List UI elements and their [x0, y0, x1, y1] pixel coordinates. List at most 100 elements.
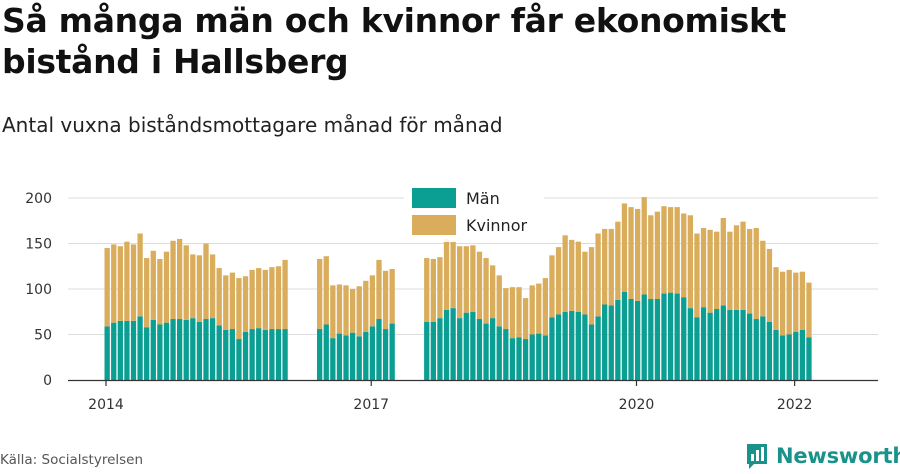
bar-women: [595, 233, 601, 317]
bar-women: [196, 255, 203, 322]
bar-men: [229, 329, 236, 380]
bar-women: [608, 228, 614, 306]
bar-men: [382, 329, 389, 380]
bar-women: [555, 247, 562, 315]
bar-men: [700, 307, 707, 380]
bar-men: [694, 317, 700, 380]
bar-men: [269, 329, 275, 380]
bar-women: [522, 298, 529, 340]
bar-women: [275, 266, 282, 330]
bar-men: [137, 316, 143, 380]
bar-men: [483, 323, 489, 380]
bar-women: [483, 258, 489, 324]
bar-women: [323, 256, 329, 325]
bar-men: [490, 318, 496, 380]
bar-men: [157, 324, 163, 380]
bar-men: [707, 312, 713, 380]
bar-women: [450, 241, 456, 309]
bar-women: [176, 238, 183, 320]
bar-men: [443, 309, 450, 380]
bar-men: [424, 321, 430, 380]
bar-men: [262, 329, 268, 380]
bar-men: [249, 329, 255, 380]
newsworthy-logo-icon: [747, 444, 767, 469]
bar-men: [621, 291, 628, 380]
bar-women: [602, 228, 608, 305]
bar-women: [747, 228, 753, 314]
bar-women: [376, 259, 382, 320]
y-tick-label: 100: [25, 282, 52, 298]
bar-men: [641, 294, 647, 380]
bar-women: [588, 247, 595, 325]
bar-women: [170, 240, 176, 320]
bar-women: [369, 275, 376, 327]
bar-men: [190, 318, 196, 380]
bar-men: [457, 318, 463, 380]
bar-women: [424, 258, 430, 322]
bar-men: [799, 329, 806, 380]
bar-men: [569, 310, 575, 380]
bar-men: [349, 332, 356, 380]
y-tick-label: 200: [25, 191, 52, 207]
bar-women: [529, 285, 535, 335]
legend-label: Män: [466, 189, 500, 208]
bar-men: [562, 311, 568, 380]
chart-subtitle: Antal vuxna biståndsmottagare månad för …: [2, 113, 503, 137]
bar-men: [463, 312, 469, 380]
bar-men: [747, 313, 753, 380]
bar-men: [150, 319, 156, 380]
bar-men: [223, 329, 229, 380]
bar-men: [648, 299, 654, 380]
bar-women: [542, 278, 549, 336]
bar-women: [727, 231, 733, 310]
bar-men: [275, 329, 282, 380]
bar-women: [130, 244, 137, 321]
bar-women: [330, 285, 336, 339]
bar-men: [582, 314, 588, 380]
bar-women: [786, 269, 792, 335]
bar-women: [236, 278, 242, 340]
bar-women: [667, 207, 674, 293]
bar-men: [196, 321, 203, 380]
bar-men: [503, 329, 509, 380]
bar-men: [476, 319, 483, 380]
bar-men: [733, 309, 740, 380]
bar-men: [203, 319, 209, 380]
bar-men: [634, 300, 641, 380]
bar-men: [793, 331, 799, 380]
bar-men: [363, 331, 369, 380]
bar-women: [700, 228, 707, 308]
y-tick-label: 150: [25, 237, 52, 253]
bar-men: [256, 328, 262, 380]
bar-men: [766, 321, 773, 380]
bar-men: [773, 329, 779, 380]
bar-women: [356, 286, 362, 337]
bar-men: [430, 321, 436, 380]
bar-women: [753, 228, 759, 320]
bar-women: [104, 248, 110, 327]
bar-men: [522, 339, 529, 380]
bar-women: [463, 246, 469, 313]
bar-women: [262, 269, 268, 330]
bar-women: [124, 241, 130, 321]
bar-men: [674, 293, 680, 380]
bar-women: [144, 258, 150, 328]
bar-women: [661, 206, 667, 294]
bar-women: [363, 280, 369, 332]
bar-women: [634, 208, 641, 301]
bar-men: [356, 336, 362, 380]
bar-women: [282, 259, 288, 330]
bar-women: [628, 207, 634, 300]
bar-women: [269, 267, 275, 330]
bar-women: [496, 275, 502, 327]
bar-men: [450, 308, 456, 380]
bar-women: [806, 282, 812, 338]
bar-men: [216, 325, 222, 380]
bar-men: [336, 333, 343, 380]
bar-women: [575, 241, 581, 312]
bar-men: [183, 319, 189, 380]
bar-women: [714, 231, 720, 310]
bar-men: [602, 304, 608, 380]
bar-women: [117, 246, 123, 321]
